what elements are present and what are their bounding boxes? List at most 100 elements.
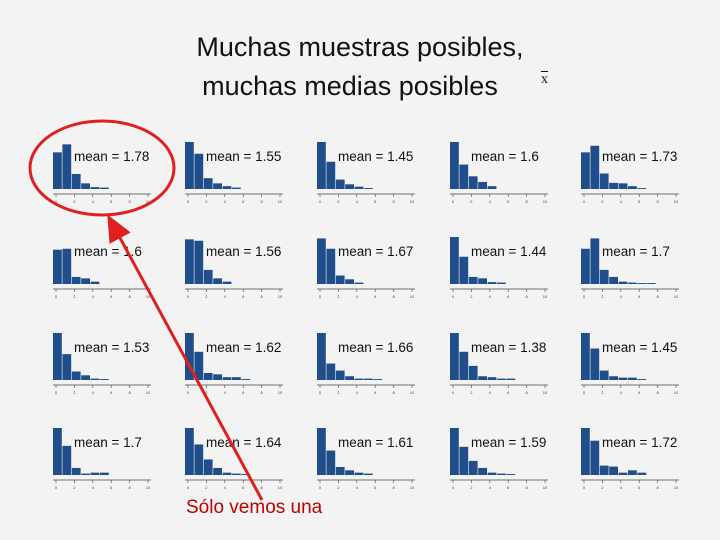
- mean-label: mean = 1.61: [338, 435, 413, 450]
- histogram-bar: [222, 281, 232, 284]
- histogram-bar: [459, 164, 469, 189]
- axis-tick-label: 0: [55, 294, 58, 299]
- histogram-bar: [222, 472, 232, 475]
- axis-tick-label: 0: [452, 294, 455, 299]
- histogram-bar: [468, 176, 478, 189]
- axis-tick-label: 10: [278, 294, 283, 299]
- histogram-bar: [364, 188, 373, 189]
- histogram-bar: [53, 152, 62, 189]
- histogram-panel: 0 2 4 6 8 10 mean = 1.45: [581, 333, 679, 395]
- histogram-panel: 0 2 4 6 8 10 mean = 1.62: [185, 333, 283, 395]
- axis-tick-label: 6: [507, 294, 510, 299]
- axis-tick-label: 4: [489, 485, 492, 490]
- histogram-bar: [354, 282, 364, 284]
- axis-tick-label: 4: [92, 199, 95, 204]
- axis-tick-label: 2: [205, 294, 208, 299]
- axis-tick-label: 2: [601, 485, 604, 490]
- mean-label: mean = 1.53: [74, 340, 149, 355]
- histogram-bar: [581, 152, 590, 189]
- axis-tick-label: 6: [638, 294, 641, 299]
- histogram-bar: [364, 473, 373, 475]
- axis-tick-label: 4: [489, 199, 492, 204]
- mean-label: mean = 1.56: [206, 244, 281, 259]
- axis-tick-label: 10: [146, 390, 151, 395]
- mean-label: mean = 1.7: [602, 244, 670, 259]
- histogram-bar: [194, 444, 204, 475]
- histogram-bar: [203, 459, 213, 475]
- histogram-bar: [81, 473, 90, 475]
- axis-tick-label: 4: [224, 390, 227, 395]
- histogram-bar: [637, 472, 647, 475]
- histogram-bar: [100, 379, 109, 380]
- axis-tick-label: 0: [55, 199, 58, 204]
- histogram-bar: [317, 333, 326, 380]
- histogram-bar: [459, 256, 469, 284]
- axis-tick-label: 10: [410, 390, 415, 395]
- histogram-panel: 0 2 4 6 8 10 mean = 1.38: [450, 333, 548, 395]
- histogram-bar: [335, 275, 345, 284]
- histogram-bar: [637, 283, 647, 284]
- mean-label: mean = 1.45: [602, 340, 677, 355]
- histogram-bar: [81, 375, 90, 380]
- histogram-bar: [590, 348, 600, 380]
- axis-tick-label: 10: [674, 390, 679, 395]
- histogram-bar: [53, 333, 62, 380]
- axis-tick-label: 4: [620, 199, 623, 204]
- axis-tick-label: 4: [224, 294, 227, 299]
- histogram-bar: [487, 186, 497, 189]
- histogram-bar: [213, 278, 222, 284]
- axis-tick-label: 10: [543, 390, 548, 395]
- histogram-bar: [100, 187, 109, 189]
- histogram-bar: [71, 371, 81, 380]
- axis-tick-label: 4: [356, 390, 359, 395]
- caption: Sólo vemos una: [186, 497, 323, 518]
- axis-tick-label: 6: [374, 485, 377, 490]
- histogram-bar: [71, 276, 81, 284]
- axis-tick-label: 0: [583, 485, 586, 490]
- histogram-bar: [213, 374, 222, 380]
- histogram-bar: [90, 378, 100, 380]
- mean-label: mean = 1.59: [471, 435, 546, 450]
- histogram-bar: [81, 183, 90, 189]
- histogram-bar: [497, 282, 506, 284]
- histogram-bar: [317, 238, 326, 284]
- histogram-bar: [599, 173, 609, 189]
- histogram-panel: 0 2 4 6 8 10 mean = 1.53: [53, 333, 151, 395]
- axis-tick-label: 4: [489, 294, 492, 299]
- histogram-bar: [345, 470, 354, 475]
- axis-tick-label: 0: [319, 199, 322, 204]
- mean-label: mean = 1.55: [206, 149, 281, 164]
- histogram-panel: 0 2 4 6 8 10 mean = 1.56: [185, 239, 283, 299]
- histogram-bar: [497, 378, 506, 380]
- axis-tick-label: 0: [583, 294, 586, 299]
- axis-tick-label: 0: [187, 390, 190, 395]
- histogram-panel: 0 2 4 6 8 10 mean = 1.44: [450, 237, 548, 299]
- axis-tick-label: 2: [337, 199, 340, 204]
- histogram-bar: [609, 276, 618, 284]
- histogram-bar: [506, 378, 516, 380]
- histogram-bar: [599, 465, 609, 475]
- histogram-bar: [487, 472, 497, 475]
- histogram-panel: 0 2 4 6 8 10 mean = 1.6: [450, 142, 548, 204]
- axis-tick-label: 0: [55, 485, 58, 490]
- histogram-bar: [618, 183, 628, 189]
- axis-tick-label: 6: [110, 199, 113, 204]
- histogram-bar: [326, 248, 336, 284]
- histogram-bar: [71, 467, 81, 475]
- histogram-bar: [628, 186, 637, 189]
- histogram-bar: [222, 377, 232, 380]
- axis-tick-label: 4: [224, 485, 227, 490]
- histogram-bar: [459, 351, 469, 380]
- histogram-bar: [581, 428, 590, 475]
- histogram-bar: [345, 184, 354, 189]
- histogram-bar: [450, 428, 459, 475]
- axis-tick-label: 4: [92, 485, 95, 490]
- mean-label: mean = 1.67: [338, 244, 413, 259]
- histogram-bar: [62, 248, 72, 284]
- axis-tick-label: 2: [337, 485, 340, 490]
- axis-tick-label: 0: [187, 294, 190, 299]
- histogram-bar: [628, 282, 637, 284]
- histogram-bar: [581, 333, 590, 380]
- axis-tick-label: 2: [601, 199, 604, 204]
- axis-tick-label: 2: [73, 485, 76, 490]
